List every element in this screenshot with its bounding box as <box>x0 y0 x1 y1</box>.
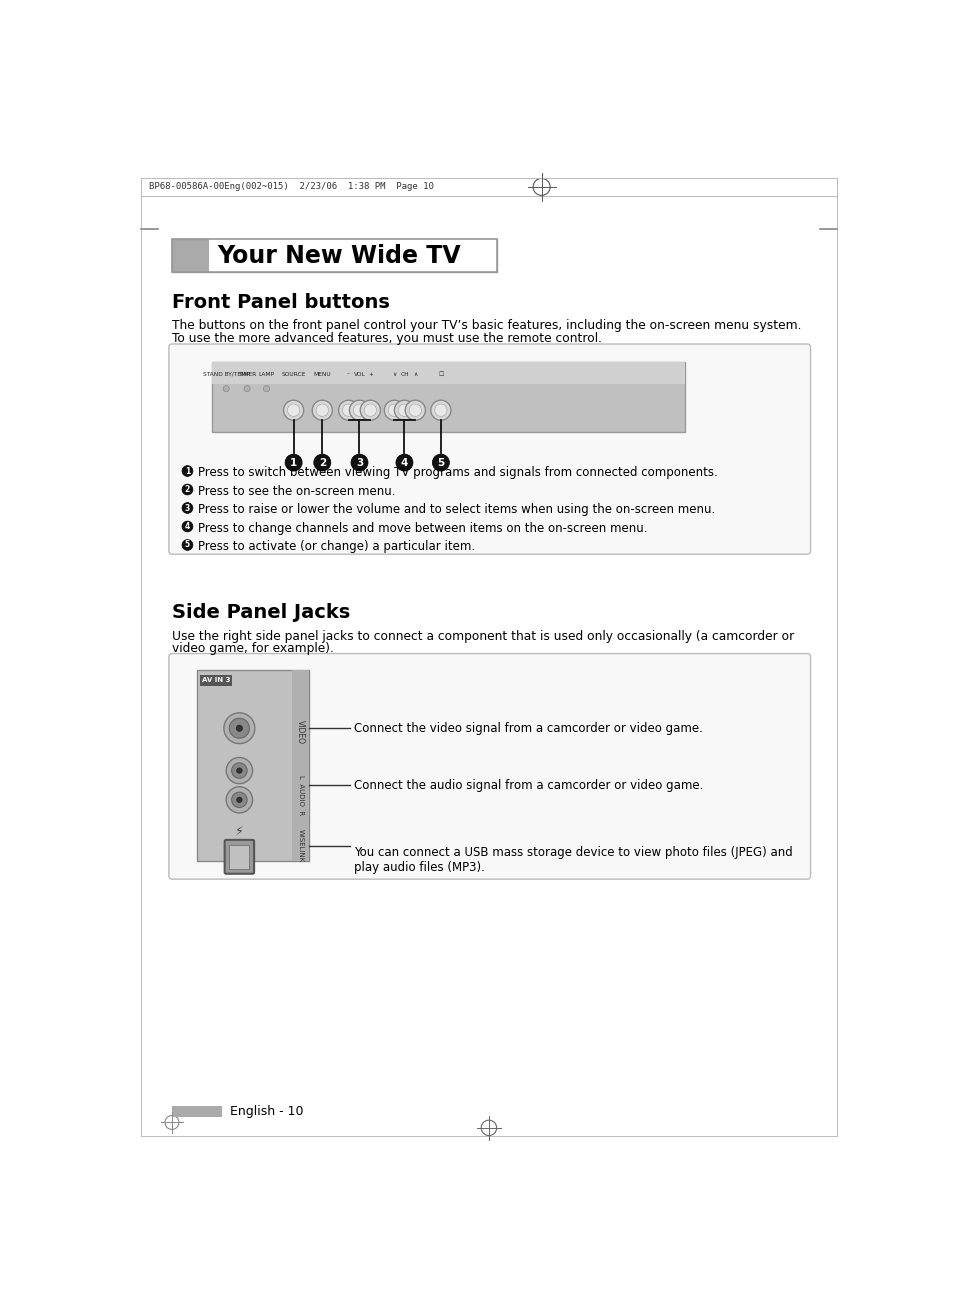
Circle shape <box>349 401 369 420</box>
Circle shape <box>397 405 410 416</box>
Circle shape <box>409 405 421 416</box>
Text: You can connect a USB mass storage device to view photo files (JPEG) and
play au: You can connect a USB mass storage devic… <box>354 846 792 874</box>
Circle shape <box>263 385 270 392</box>
Circle shape <box>435 405 447 416</box>
Text: Connect the audio signal from a camcorder or video game.: Connect the audio signal from a camcorde… <box>354 779 702 792</box>
Text: 4: 4 <box>400 458 408 467</box>
Text: 2: 2 <box>185 485 190 494</box>
Circle shape <box>351 454 368 471</box>
FancyBboxPatch shape <box>224 840 253 874</box>
Circle shape <box>232 762 247 778</box>
Circle shape <box>405 401 425 420</box>
Circle shape <box>353 405 365 416</box>
Text: 5: 5 <box>436 458 444 467</box>
Text: ⚡: ⚡ <box>234 824 244 837</box>
Circle shape <box>182 466 193 476</box>
Text: BP68-00586A-00Eng(002~015)  2/23/06  1:38 PM  Page 10: BP68-00586A-00Eng(002~015) 2/23/06 1:38 … <box>149 182 433 191</box>
Text: Press to raise or lower the volume and to select items when using the on-screen : Press to raise or lower the volume and t… <box>197 503 714 516</box>
Text: 1: 1 <box>290 458 297 467</box>
Text: 3: 3 <box>355 458 363 467</box>
FancyBboxPatch shape <box>209 239 497 272</box>
Text: LAMP: LAMP <box>258 372 274 377</box>
Circle shape <box>314 454 331 471</box>
Text: 3: 3 <box>185 503 190 513</box>
Circle shape <box>431 401 451 420</box>
Text: VOL: VOL <box>354 372 365 377</box>
FancyBboxPatch shape <box>199 675 233 686</box>
Circle shape <box>342 405 355 416</box>
Circle shape <box>226 787 253 813</box>
Text: Side Panel Jacks: Side Panel Jacks <box>172 602 350 622</box>
Text: ∧: ∧ <box>413 372 417 377</box>
Text: L  AUDIO  R: L AUDIO R <box>297 775 303 816</box>
Text: 4: 4 <box>185 522 190 531</box>
Text: SOURCE: SOURCE <box>281 372 306 377</box>
Text: STAND BY/TEMP: STAND BY/TEMP <box>203 372 250 377</box>
Text: To use the more advanced features, you must use the remote control.: To use the more advanced features, you m… <box>172 332 601 345</box>
Circle shape <box>229 718 249 738</box>
Text: MENU: MENU <box>314 372 331 377</box>
Circle shape <box>394 401 415 420</box>
Text: 1: 1 <box>185 467 190 476</box>
Circle shape <box>182 522 193 532</box>
Circle shape <box>360 401 380 420</box>
Circle shape <box>236 768 242 773</box>
Text: CH: CH <box>399 372 408 377</box>
Circle shape <box>384 401 404 420</box>
Text: Use the right side panel jacks to connect a component that is used only occasion: Use the right side panel jacks to connec… <box>172 630 793 643</box>
FancyBboxPatch shape <box>292 670 309 861</box>
Circle shape <box>287 405 299 416</box>
FancyBboxPatch shape <box>169 653 810 879</box>
Text: –: – <box>347 372 350 377</box>
Text: Press to switch between viewing TV programs and signals from connected component: Press to switch between viewing TV progr… <box>197 467 717 480</box>
Circle shape <box>315 405 328 416</box>
Text: TIMER: TIMER <box>237 372 256 377</box>
Circle shape <box>364 405 376 416</box>
Text: +: + <box>368 372 373 377</box>
Circle shape <box>236 725 242 731</box>
FancyBboxPatch shape <box>212 363 684 384</box>
Text: ∨: ∨ <box>392 372 396 377</box>
Text: English - 10: English - 10 <box>230 1105 303 1118</box>
Text: Front Panel buttons: Front Panel buttons <box>172 293 390 312</box>
Circle shape <box>224 713 254 744</box>
Circle shape <box>283 401 303 420</box>
Text: Connect the video signal from a camcorder or video game.: Connect the video signal from a camcorde… <box>354 722 702 735</box>
FancyBboxPatch shape <box>196 670 309 861</box>
FancyBboxPatch shape <box>172 1106 222 1118</box>
Text: 5: 5 <box>185 540 190 549</box>
Text: Press to activate (or change) a particular item.: Press to activate (or change) a particul… <box>197 540 475 553</box>
Circle shape <box>182 484 193 494</box>
Text: Your New Wide TV: Your New Wide TV <box>216 245 460 268</box>
Text: Press to change channels and move between items on the on-screen menu.: Press to change channels and move betwee… <box>197 522 646 535</box>
Circle shape <box>226 757 253 783</box>
Text: WISELINK: WISELINK <box>297 830 303 863</box>
Circle shape <box>244 385 250 392</box>
FancyBboxPatch shape <box>172 239 497 272</box>
Circle shape <box>395 454 413 471</box>
FancyBboxPatch shape <box>229 844 249 869</box>
Text: AV IN 3: AV IN 3 <box>202 678 230 683</box>
Text: VIDEO: VIDEO <box>295 719 305 744</box>
Circle shape <box>432 454 449 471</box>
FancyBboxPatch shape <box>169 343 810 554</box>
Circle shape <box>285 454 302 471</box>
Circle shape <box>182 502 193 514</box>
Circle shape <box>312 401 332 420</box>
Text: 2: 2 <box>318 458 326 467</box>
Circle shape <box>236 798 242 803</box>
Text: Press to see the on-screen menu.: Press to see the on-screen menu. <box>197 485 395 498</box>
Text: The buttons on the front panel control your TV’s basic features, including the o: The buttons on the front panel control y… <box>172 319 801 332</box>
Circle shape <box>182 540 193 550</box>
FancyBboxPatch shape <box>212 363 684 432</box>
Circle shape <box>223 385 229 392</box>
Text: video game, for example).: video game, for example). <box>172 641 334 654</box>
Circle shape <box>232 792 247 808</box>
Text: ☐: ☐ <box>437 372 443 377</box>
Circle shape <box>338 401 358 420</box>
Circle shape <box>388 405 400 416</box>
